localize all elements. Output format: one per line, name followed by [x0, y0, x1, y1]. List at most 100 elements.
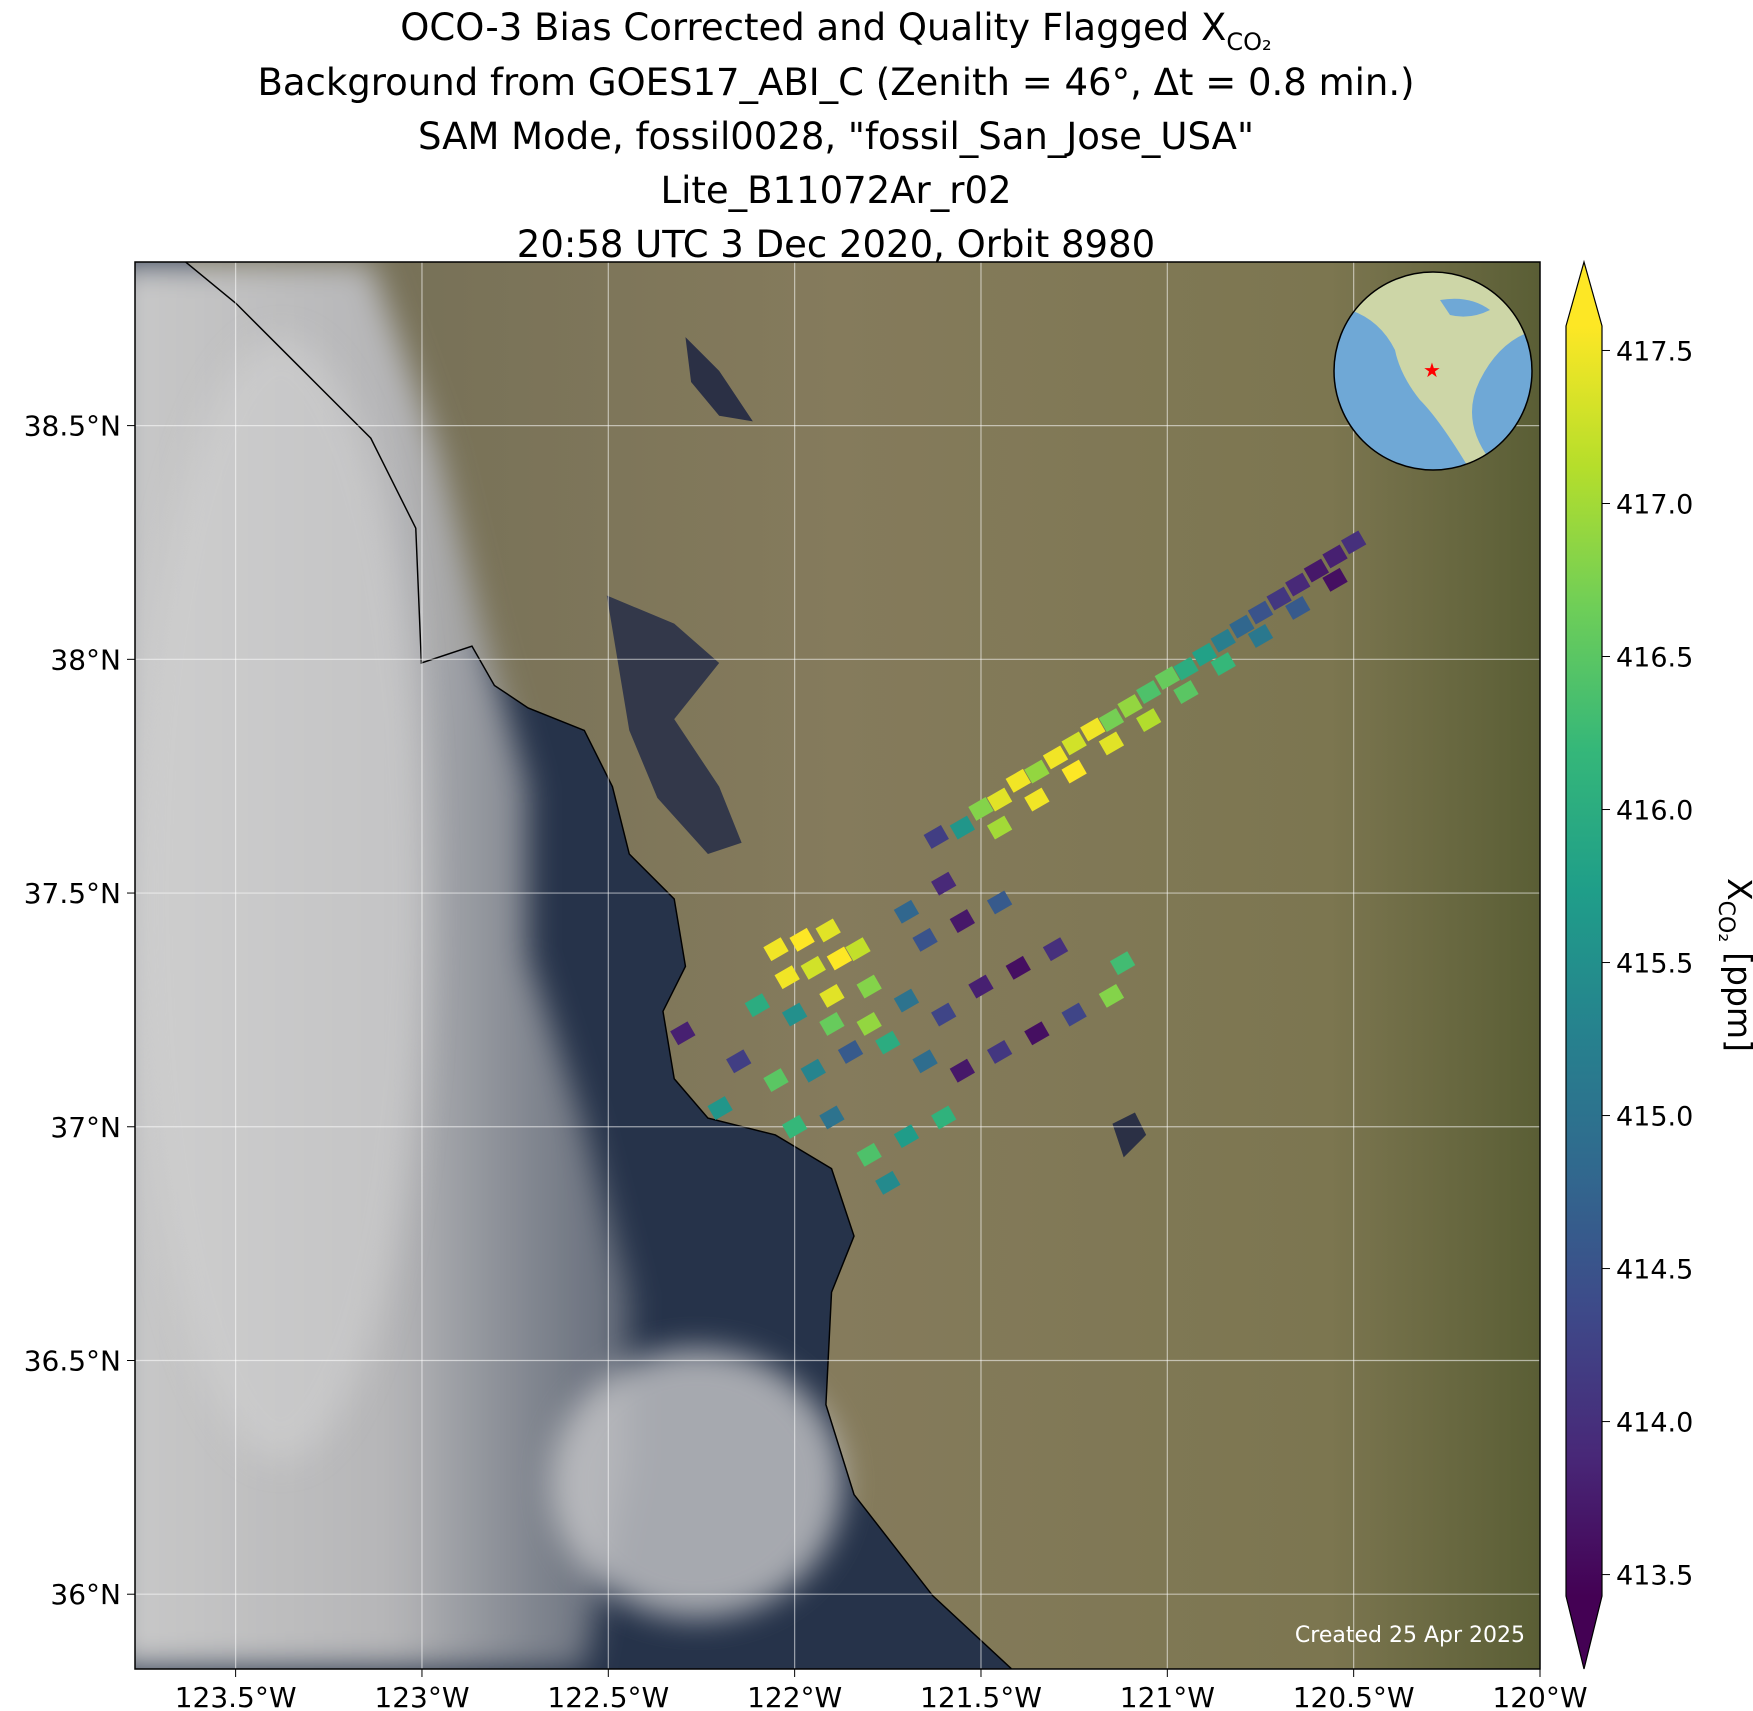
y-tick-label: 36°N: [50, 1578, 121, 1611]
footprint: [1341, 530, 1367, 555]
x-tick-label: 121°W: [1120, 1681, 1215, 1711]
footprint: [986, 1040, 1013, 1064]
footprint: [856, 1012, 882, 1036]
colorbar-extend-max: [1566, 262, 1602, 326]
x-tick-label: 122°W: [747, 1681, 842, 1711]
x-tick-label: 122.5°W: [547, 1681, 669, 1711]
y-tick-label: 36.5°N: [24, 1344, 121, 1377]
footprint: [1322, 544, 1348, 569]
footprint: [1098, 983, 1125, 1008]
colorbar-tick-label: 416.5: [1616, 643, 1693, 674]
footprint: [781, 1002, 808, 1027]
chart-subtitle: SAM Mode, fossil0028, "fossil_San_Jose_U…: [418, 115, 1254, 158]
footprint: [826, 946, 853, 971]
footprint: [763, 937, 789, 962]
footprint: [1080, 717, 1106, 742]
footprint: [986, 787, 1013, 812]
x-tick-label: 123°W: [374, 1681, 469, 1711]
footprint: [1210, 628, 1236, 653]
footprint: [1109, 951, 1136, 976]
footprint: [819, 983, 845, 1008]
map-frame: [134, 261, 1541, 1670]
title-subscript: CO₂: [1226, 28, 1271, 56]
footprint: [815, 918, 841, 943]
footprint: [1173, 680, 1199, 704]
footprint: [931, 871, 957, 896]
colorbar-extend-min: [1566, 1596, 1602, 1669]
footprint: [1136, 708, 1162, 733]
colorbar-label-unit: [ppm]: [1720, 952, 1753, 1052]
colorbar-label-subscript: CO₂: [1713, 901, 1738, 943]
colorbar-tick-label: 416.0: [1616, 796, 1693, 827]
footprint: [819, 1012, 845, 1036]
footprint: [1303, 558, 1330, 583]
chart-subtitle: 20:58 UTC 3 Dec 2020, Orbit 8980: [517, 223, 1155, 266]
footprint: [707, 1096, 733, 1120]
footprint: [1136, 680, 1162, 704]
footprint: [949, 909, 976, 934]
footprints: [670, 530, 1367, 1195]
footprint: [912, 927, 938, 952]
colorbar: [1566, 326, 1602, 1596]
footprint: [800, 1058, 826, 1083]
colorbar-label: XCO₂ [ppm]: [1713, 878, 1753, 1052]
y-tick-label: 38°N: [50, 643, 121, 676]
footprint: [837, 1040, 864, 1064]
svg-text:★: ★: [1423, 358, 1441, 382]
footprint: [670, 1021, 696, 1046]
footprint: [893, 988, 920, 1013]
y-tick-label: 37.5°N: [24, 877, 121, 910]
footprint: [949, 815, 976, 840]
footprint: [1042, 745, 1069, 770]
footprint: [819, 1105, 845, 1130]
y-tick-label: 38.5°N: [24, 410, 121, 443]
footprint: [1042, 937, 1069, 962]
footprint: [763, 1068, 789, 1092]
colorbar-tick-label: 415.5: [1616, 949, 1693, 980]
footprint: [923, 825, 949, 849]
footprint: [875, 1030, 901, 1055]
footprint: [726, 1049, 752, 1074]
footprint: [968, 796, 994, 821]
globe-inset: ★: [1333, 271, 1533, 471]
footprint: [1024, 759, 1050, 784]
footprint: [1285, 595, 1311, 620]
created-note: Created 25 Apr 2025: [1295, 1623, 1525, 1648]
y-tick-label: 37°N: [50, 1111, 121, 1144]
x-tick-label: 123.5°W: [175, 1681, 297, 1711]
footprint: [856, 1142, 882, 1167]
footprint: [875, 1170, 901, 1195]
footprint: [1005, 955, 1031, 980]
footprint: [1285, 572, 1311, 597]
footprint: [774, 965, 800, 990]
footprint: [856, 974, 882, 999]
footprint: [893, 1124, 920, 1149]
footprint: [912, 1049, 938, 1074]
chart-title: OCO-3 Bias Corrected and Quality Flagged…: [400, 6, 1271, 56]
footprint: [968, 974, 994, 999]
footprint: [1266, 586, 1292, 611]
footprint: [1117, 694, 1143, 718]
footprint: [1005, 768, 1031, 793]
footprint: [1061, 1002, 1087, 1027]
title-text: OCO-3 Bias Corrected and Quality Flagged…: [400, 6, 1226, 49]
x-tick-label: 121.5°W: [920, 1681, 1042, 1711]
footprint: [931, 1002, 957, 1027]
colorbar-tick-label: 414.5: [1616, 1255, 1693, 1286]
footprint: [1061, 731, 1087, 756]
footprint: [1098, 731, 1125, 756]
footprint: [986, 815, 1013, 840]
colorbar-frame: [1565, 259, 1603, 1670]
footprint: [986, 890, 1013, 915]
colorbar-tick-label: 415.0: [1616, 1102, 1693, 1133]
x-tick-label: 120.5°W: [1293, 1681, 1415, 1711]
footprint: [744, 993, 771, 1018]
colorbar-label-text: X: [1720, 878, 1753, 901]
colorbar-tick-label: 417.0: [1616, 489, 1693, 520]
footprint: [1247, 624, 1274, 648]
colorbar-tick-label: 413.5: [1616, 1561, 1693, 1592]
footprint: [949, 1058, 976, 1083]
footprint: [931, 1105, 957, 1130]
footprint: [781, 1114, 808, 1139]
